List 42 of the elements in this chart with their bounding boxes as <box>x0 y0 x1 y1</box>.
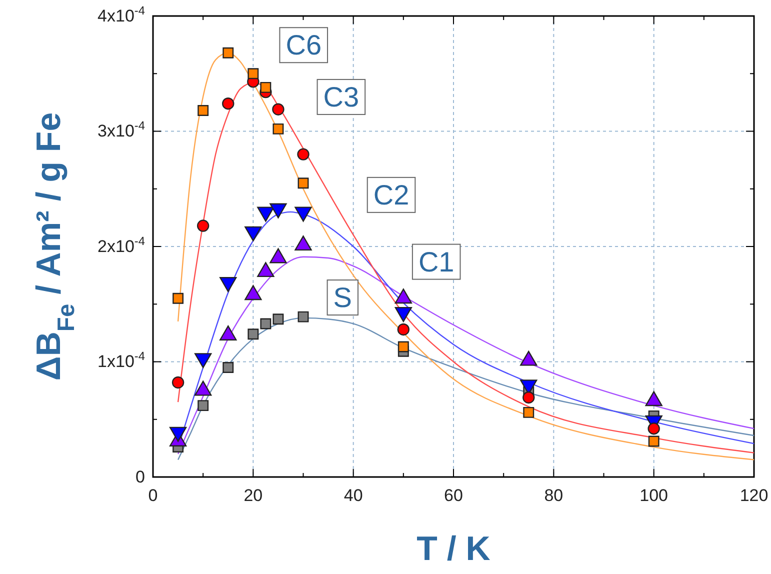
series-label: C3 <box>323 81 360 112</box>
y-tick-label: 2x10$^{-4}$ <box>98 234 146 256</box>
point <box>248 68 259 80</box>
point <box>198 400 209 412</box>
point <box>222 362 234 373</box>
y-tick-label: 4x10$^{-4}$ <box>98 3 146 26</box>
x-tick-label: 120 <box>740 486 768 506</box>
x-axis-title: T / K <box>416 530 491 568</box>
point <box>222 98 234 110</box>
x-tick-label: 0 <box>148 486 158 506</box>
point <box>260 82 272 93</box>
point <box>398 341 409 352</box>
series-label: S <box>333 282 352 314</box>
point <box>172 376 184 389</box>
text: C2 <box>373 179 410 210</box>
y-tick-label: 1x10$^{-4}$ <box>98 349 146 372</box>
point <box>298 311 309 322</box>
point <box>248 328 259 340</box>
point <box>272 314 284 325</box>
x-tick-label: 60 <box>444 486 463 506</box>
point <box>397 323 410 336</box>
point <box>172 292 184 304</box>
series-label: C1 <box>418 246 454 278</box>
x-tick-label: 40 <box>344 486 363 506</box>
x-tick-label: 20 <box>244 486 263 506</box>
point <box>198 105 209 116</box>
point <box>298 178 309 189</box>
point <box>272 103 284 116</box>
point <box>648 422 660 435</box>
series-label: C6 <box>286 30 322 61</box>
point <box>196 220 210 232</box>
point <box>523 406 534 418</box>
point <box>522 391 535 404</box>
point <box>272 123 284 134</box>
point <box>222 47 234 58</box>
y-tick-label: 0 <box>136 467 145 486</box>
point <box>297 148 310 160</box>
x-tick-label: 80 <box>544 486 564 506</box>
point <box>648 436 660 447</box>
point <box>260 318 272 330</box>
x-tick-label: 100 <box>640 486 668 506</box>
y-tick-label: 3x10$^{-4}$ <box>98 118 146 141</box>
